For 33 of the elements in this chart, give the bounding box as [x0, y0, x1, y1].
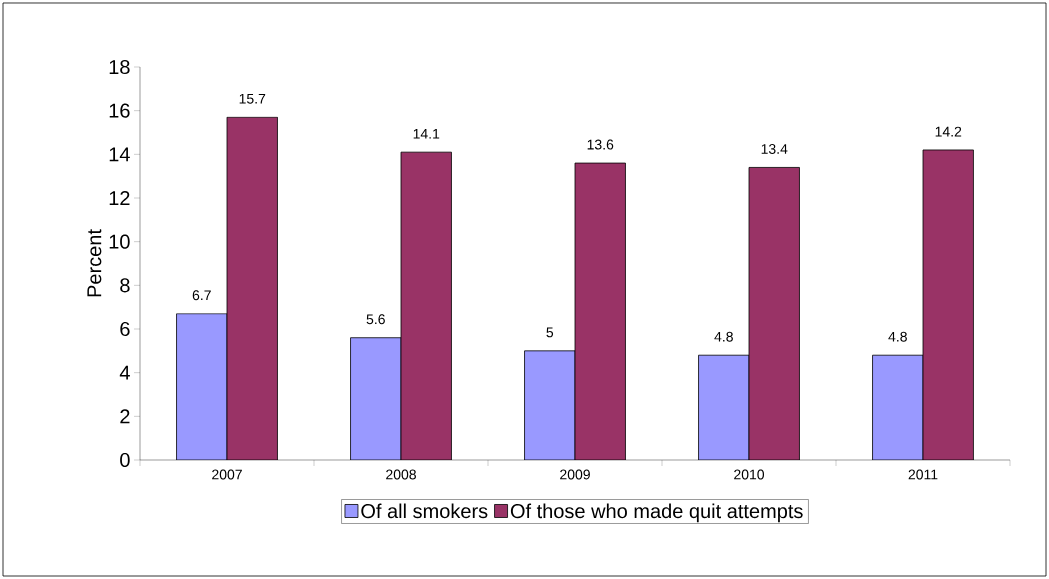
- legend-label: Of those who made quit attempts: [510, 503, 803, 523]
- y-tick-label: 8: [120, 278, 130, 293]
- x-tick-label: 2008: [386, 469, 416, 480]
- bar: [922, 149, 974, 460]
- bar: [748, 167, 800, 460]
- x-tick-label: 2007: [212, 469, 242, 480]
- y-tick-label: 6: [120, 321, 130, 337]
- data-label: 13.4: [761, 143, 788, 154]
- x-tick-label: 2011: [908, 469, 938, 480]
- y-tick-label: 16: [109, 103, 130, 118]
- data-label: 15.7: [239, 93, 266, 104]
- y-tick-label: 2: [120, 409, 130, 424]
- y-tick-label: 4: [119, 365, 130, 380]
- data-label: 4.8: [714, 331, 733, 342]
- data-label: 14.2: [935, 126, 962, 137]
- y-tick-label: 12: [109, 191, 130, 205]
- legend-label: Of all smokers: [361, 503, 488, 519]
- data-label: 4.8: [888, 331, 907, 342]
- y-tick-label: 14: [109, 147, 130, 162]
- data-label: 5: [546, 327, 554, 338]
- data-label: 5.6: [366, 314, 385, 325]
- data-label: 13.6: [587, 139, 614, 150]
- bar: [574, 162, 626, 460]
- x-tick-label: 2009: [560, 469, 590, 480]
- bar: [400, 151, 452, 460]
- y-tick-label: 10: [109, 234, 130, 249]
- y-axis-title: Percent: [87, 229, 102, 297]
- x-tick-label: 2010: [734, 469, 765, 480]
- y-tick-label: 18: [109, 59, 130, 75]
- y-tick-label: 0: [120, 452, 130, 468]
- data-label: 6.7: [192, 290, 211, 301]
- data-label: 14.1: [413, 128, 440, 139]
- bar: [226, 116, 278, 460]
